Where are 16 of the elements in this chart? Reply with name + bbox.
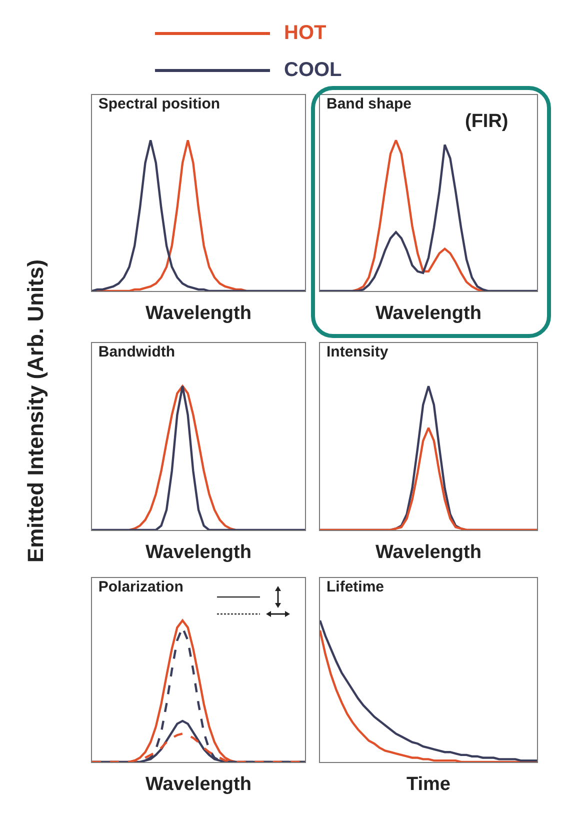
text: HOT (284, 22, 326, 45)
x-axis-title: Wavelength (146, 542, 252, 563)
chart-title: Lifetime (326, 578, 384, 596)
x-axis-title: Time (406, 774, 451, 795)
chart-title: Bandwidth (98, 343, 176, 360)
x-axis-title: Wavelength (146, 774, 252, 795)
text: (FIR) (465, 111, 508, 132)
chart-title: Intensity (326, 343, 389, 360)
chart-title: Spectral position (98, 95, 220, 112)
text: COOL (284, 59, 342, 82)
x-axis-title: Wavelength (376, 302, 482, 324)
chart-title: Polarization (98, 578, 184, 596)
x-axis-title: Wavelength (146, 302, 252, 324)
y-axis-title: Emitted Intensity (Arb. Units) (23, 258, 49, 562)
chart-title: Band shape (326, 95, 412, 112)
x-axis-title: Wavelength (376, 542, 482, 563)
